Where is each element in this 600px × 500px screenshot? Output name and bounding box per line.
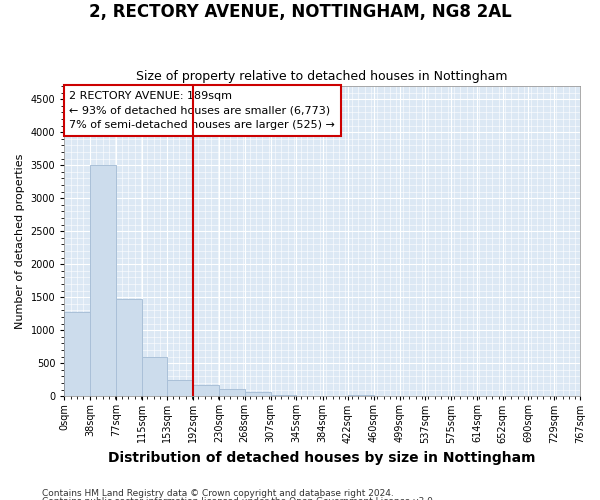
- Bar: [167, 380, 193, 396]
- Bar: [219, 388, 245, 396]
- Bar: [245, 392, 271, 396]
- Text: 2 RECTORY AVENUE: 189sqm
← 93% of detached houses are smaller (6,773)
7% of semi: 2 RECTORY AVENUE: 189sqm ← 93% of detach…: [70, 90, 335, 130]
- Y-axis label: Number of detached properties: Number of detached properties: [15, 154, 25, 329]
- Bar: [116, 298, 142, 396]
- Bar: [348, 395, 374, 396]
- Bar: [142, 358, 167, 396]
- Text: 2, RECTORY AVENUE, NOTTINGHAM, NG8 2AL: 2, RECTORY AVENUE, NOTTINGHAM, NG8 2AL: [89, 2, 511, 21]
- Text: Contains HM Land Registry data © Crown copyright and database right 2024.: Contains HM Land Registry data © Crown c…: [42, 488, 394, 498]
- Bar: [193, 384, 219, 396]
- Bar: [90, 165, 116, 396]
- X-axis label: Distribution of detached houses by size in Nottingham: Distribution of detached houses by size …: [109, 451, 536, 465]
- Bar: [271, 395, 296, 396]
- Bar: [64, 312, 90, 396]
- Title: Size of property relative to detached houses in Nottingham: Size of property relative to detached ho…: [136, 70, 508, 84]
- Text: Contains public sector information licensed under the Open Government Licence v3: Contains public sector information licen…: [42, 497, 436, 500]
